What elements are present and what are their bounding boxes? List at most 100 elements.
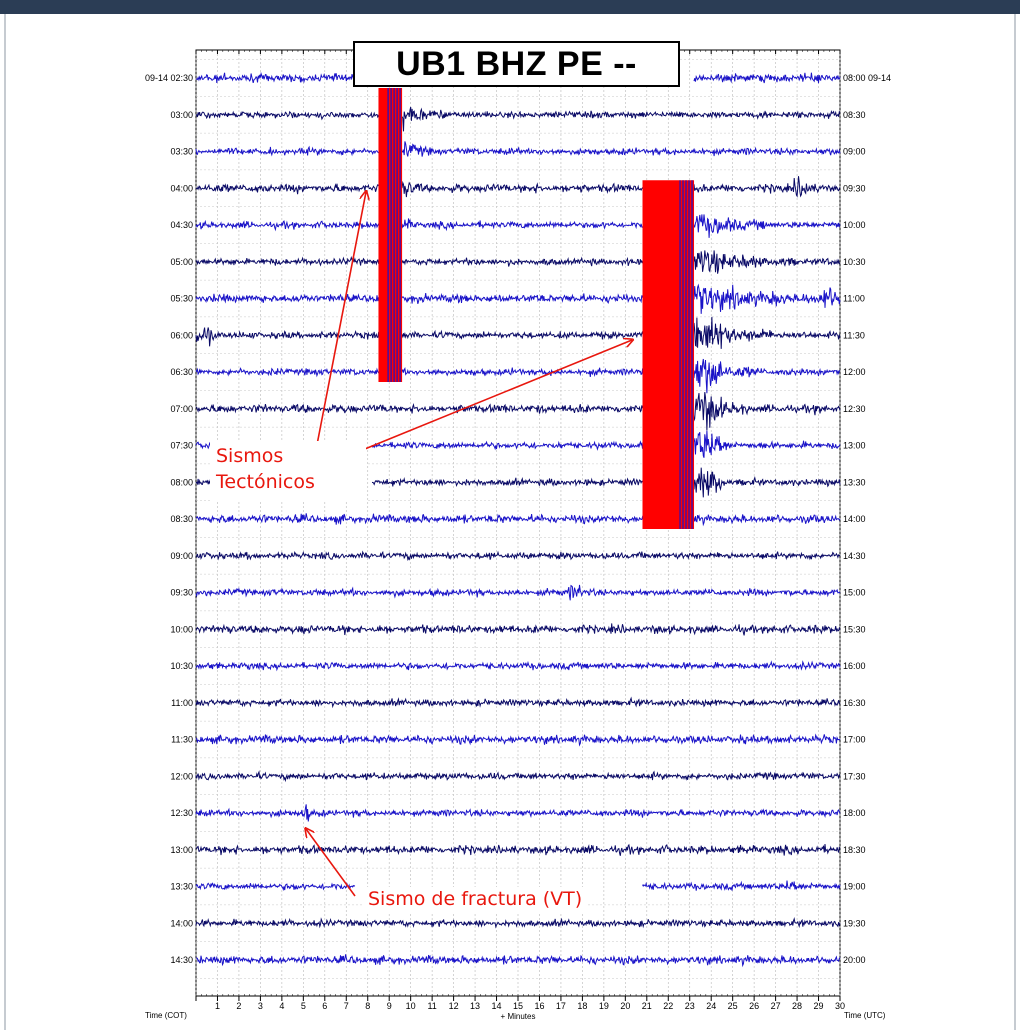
x-tick-label: 5 xyxy=(301,1001,306,1011)
x-tick-label: 22 xyxy=(663,1001,673,1011)
row-label-left: 14:30 xyxy=(170,955,193,965)
row-label-right: 11:30 xyxy=(843,330,865,340)
row-label-right: 18:00 xyxy=(843,808,866,818)
trace-row xyxy=(195,316,841,349)
row-label-right: 16:30 xyxy=(843,698,866,708)
x-tick-label: 29 xyxy=(814,1001,824,1011)
row-label-right: 17:00 xyxy=(843,735,866,745)
row-label-left: 09:00 xyxy=(170,551,193,561)
row-label-right: 13:00 xyxy=(843,441,866,451)
row-label-right: 08:00 09-14 xyxy=(843,73,891,83)
x-tick-label: 24 xyxy=(706,1001,716,1011)
x-tick-label: 20 xyxy=(620,1001,630,1011)
x-tick-label: 21 xyxy=(642,1001,652,1011)
x-axis-label: + Minutes xyxy=(501,1012,536,1021)
x-tick-label: 17 xyxy=(556,1001,566,1011)
trace-row xyxy=(195,176,841,198)
row-label-left: 12:30 xyxy=(170,808,193,818)
row-label-right: 20:00 xyxy=(843,955,866,965)
x-tick-label: 13 xyxy=(470,1001,480,1011)
row-label-right: 10:00 xyxy=(843,220,866,230)
event-layer xyxy=(378,88,695,529)
trace-row xyxy=(195,954,841,968)
row-label-right: 19:30 xyxy=(843,918,866,928)
row-label-right: 17:30 xyxy=(843,771,866,781)
clipped-event-block xyxy=(378,88,403,382)
row-label-left: 10:30 xyxy=(170,661,193,671)
trace-row xyxy=(195,623,841,636)
x-tick-label: 11 xyxy=(427,1001,436,1011)
trace-row xyxy=(195,880,841,892)
x-tick-label: 14 xyxy=(492,1001,502,1011)
trace-row xyxy=(195,141,841,157)
trace-row xyxy=(195,696,841,709)
trace-layer xyxy=(195,71,841,968)
row-label-left: 13:30 xyxy=(170,882,193,892)
x-tick-label: 4 xyxy=(279,1001,284,1011)
row-label-left: 14:00 xyxy=(170,918,193,928)
row-label-left: 03:30 xyxy=(170,147,193,157)
trace-row xyxy=(195,358,841,394)
row-label-left: 13:00 xyxy=(170,845,193,855)
row-label-left: 07:00 xyxy=(170,404,193,414)
x-tick-label: 8 xyxy=(365,1001,370,1011)
x-tick-label: 6 xyxy=(322,1001,327,1011)
x-tick-label: 10 xyxy=(406,1001,416,1011)
arrow-tectonic-1 xyxy=(314,192,366,456)
x-tick-label: 30 xyxy=(835,1001,845,1011)
x-tick-label: 16 xyxy=(534,1001,544,1011)
row-label-right: 12:30 xyxy=(843,404,866,414)
x-tick-label: 2 xyxy=(236,1001,241,1011)
row-label-left: 11:30 xyxy=(171,735,193,745)
x-tick-label: 28 xyxy=(792,1001,802,1011)
row-label-left: 09-14 02:30 xyxy=(145,73,193,83)
y-axis-label-left: Time (COT) xyxy=(145,1011,187,1020)
grid-layer xyxy=(134,49,900,1022)
trace-row xyxy=(195,283,841,314)
row-label-right: 13:30 xyxy=(843,477,866,487)
row-label-left: 04:00 xyxy=(170,183,193,193)
x-tick-label: 27 xyxy=(771,1001,781,1011)
row-label-right: 09:00 xyxy=(843,147,866,157)
trace-row xyxy=(195,214,841,238)
row-label-left: 08:30 xyxy=(170,514,193,524)
row-label-left: 08:00 xyxy=(170,477,193,487)
row-label-right: 14:30 xyxy=(843,551,866,561)
trace-row xyxy=(195,916,841,929)
annotation-tectonic-line1: Sismos xyxy=(216,445,284,467)
arrow-layer xyxy=(306,192,632,897)
row-label-left: 05:00 xyxy=(170,257,193,267)
row-label-left: 07:30 xyxy=(170,441,193,451)
row-label-left: 10:00 xyxy=(170,624,193,634)
trace-row xyxy=(195,71,841,84)
trace-row xyxy=(195,106,841,132)
x-tick-label: 9 xyxy=(387,1001,392,1011)
row-label-left: 11:00 xyxy=(171,698,193,708)
arrow-tectonic-2 xyxy=(332,340,632,463)
row-label-right: 16:00 xyxy=(843,661,866,671)
trace-row xyxy=(195,733,841,747)
y-axis-label-right: Time (UTC) xyxy=(844,1011,886,1020)
chart-title: UB1 BHZ PE -- xyxy=(353,41,680,87)
x-tick-label: 18 xyxy=(577,1001,587,1011)
row-label-right: 15:30 xyxy=(843,624,866,634)
trace-row xyxy=(195,804,841,822)
arrow-vt xyxy=(306,829,356,897)
x-tick-label: 19 xyxy=(599,1001,609,1011)
x-tick-label: 12 xyxy=(449,1001,459,1011)
trace-row xyxy=(195,513,841,527)
row-label-left: 05:30 xyxy=(170,294,193,304)
row-label-right: 14:00 xyxy=(843,514,866,524)
window-top-bar xyxy=(0,0,1020,14)
x-tick-label: 7 xyxy=(344,1001,349,1011)
trace-row xyxy=(195,770,841,783)
row-label-right: 19:00 xyxy=(843,882,866,892)
row-label-right: 10:30 xyxy=(843,257,866,267)
row-label-right: 08:30 xyxy=(843,110,866,120)
row-label-right: 18:30 xyxy=(843,845,866,855)
annotation-tectonic-line2: Tectónicos xyxy=(216,471,315,493)
row-label-left: 12:00 xyxy=(170,771,193,781)
row-label-left: 06:00 xyxy=(170,330,193,340)
x-tick-label: 26 xyxy=(749,1001,759,1011)
